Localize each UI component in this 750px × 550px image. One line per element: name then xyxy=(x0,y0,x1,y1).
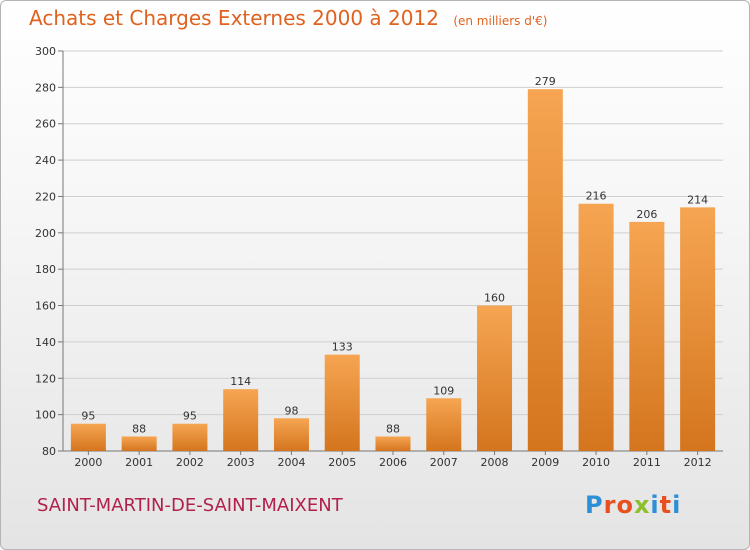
chart-title-text: Achats et Charges Externes 2000 à 2012 xyxy=(29,6,439,30)
bar xyxy=(578,203,614,451)
x-tick-label: 2005 xyxy=(328,456,356,469)
x-tick-label: 2001 xyxy=(125,456,153,469)
bar-value-label: 216 xyxy=(586,190,607,203)
logo-letter: o xyxy=(616,491,634,519)
bar-value-label: 114 xyxy=(230,375,251,388)
x-tick-label: 2011 xyxy=(633,456,661,469)
x-tick-label: 2000 xyxy=(74,456,102,469)
bar xyxy=(324,354,360,451)
y-tick-label: 260 xyxy=(35,118,56,131)
bar-value-label: 160 xyxy=(484,292,505,305)
bar xyxy=(426,398,462,451)
bar xyxy=(70,423,106,451)
bar-value-label: 95 xyxy=(183,410,197,423)
x-tick-label: 2009 xyxy=(531,456,559,469)
logo-letter: t xyxy=(659,491,673,519)
x-tick-label: 2002 xyxy=(176,456,204,469)
y-tick-label: 80 xyxy=(42,445,56,458)
y-tick-label: 240 xyxy=(35,154,56,167)
x-tick-label: 2012 xyxy=(684,456,712,469)
bar xyxy=(629,221,665,451)
bar xyxy=(172,423,208,451)
bar xyxy=(477,305,513,451)
bar xyxy=(223,389,259,451)
y-tick-label: 100 xyxy=(35,409,56,422)
x-tick-label: 2010 xyxy=(582,456,610,469)
logo-letter: r xyxy=(603,491,617,519)
y-tick-label: 140 xyxy=(35,336,56,349)
logo-letter: x xyxy=(633,491,651,519)
x-tick-label: 2003 xyxy=(227,456,255,469)
bar-value-label: 109 xyxy=(433,384,454,397)
bar-value-label: 88 xyxy=(386,422,400,435)
commune-name: SAINT-MARTIN-DE-SAINT-MAIXENT xyxy=(37,495,343,516)
bar xyxy=(680,207,716,451)
x-tick-label: 2004 xyxy=(277,456,305,469)
bar xyxy=(375,436,411,451)
bar-value-label: 133 xyxy=(332,341,353,354)
chart-title-unit: (en milliers d'€) xyxy=(453,14,548,28)
chart-title: Achats et Charges Externes 2000 à 2012 (… xyxy=(29,6,547,30)
y-tick-label: 120 xyxy=(35,372,56,385)
y-tick-label: 300 xyxy=(35,45,56,58)
logo-letter: i xyxy=(672,491,682,519)
bar xyxy=(527,89,563,451)
x-tick-label: 2008 xyxy=(481,456,509,469)
bar-chart: 80 100 120 140 160 180 200 220 240 260 280 300 95 200… xyxy=(35,45,723,469)
proxiti-logo: Proxiti xyxy=(585,491,681,519)
bar-value-label: 88 xyxy=(132,422,146,435)
bar-value-label: 95 xyxy=(81,410,95,423)
y-tick-label: 200 xyxy=(35,227,56,240)
x-tick-label: 2006 xyxy=(379,456,407,469)
bar-value-label: 279 xyxy=(535,75,556,88)
bar xyxy=(121,436,157,451)
bar-value-label: 98 xyxy=(284,404,298,417)
logo-letter: i xyxy=(650,491,660,519)
bar-value-label: 206 xyxy=(636,208,657,221)
x-tick-label: 2007 xyxy=(430,456,458,469)
logo-letter: P xyxy=(585,491,604,519)
bar-value-label: 214 xyxy=(687,193,708,206)
y-tick-label: 160 xyxy=(35,300,56,313)
y-tick-label: 180 xyxy=(35,263,56,276)
y-tick-label: 220 xyxy=(35,190,56,203)
y-tick-label: 280 xyxy=(35,81,56,94)
bar xyxy=(273,418,309,451)
